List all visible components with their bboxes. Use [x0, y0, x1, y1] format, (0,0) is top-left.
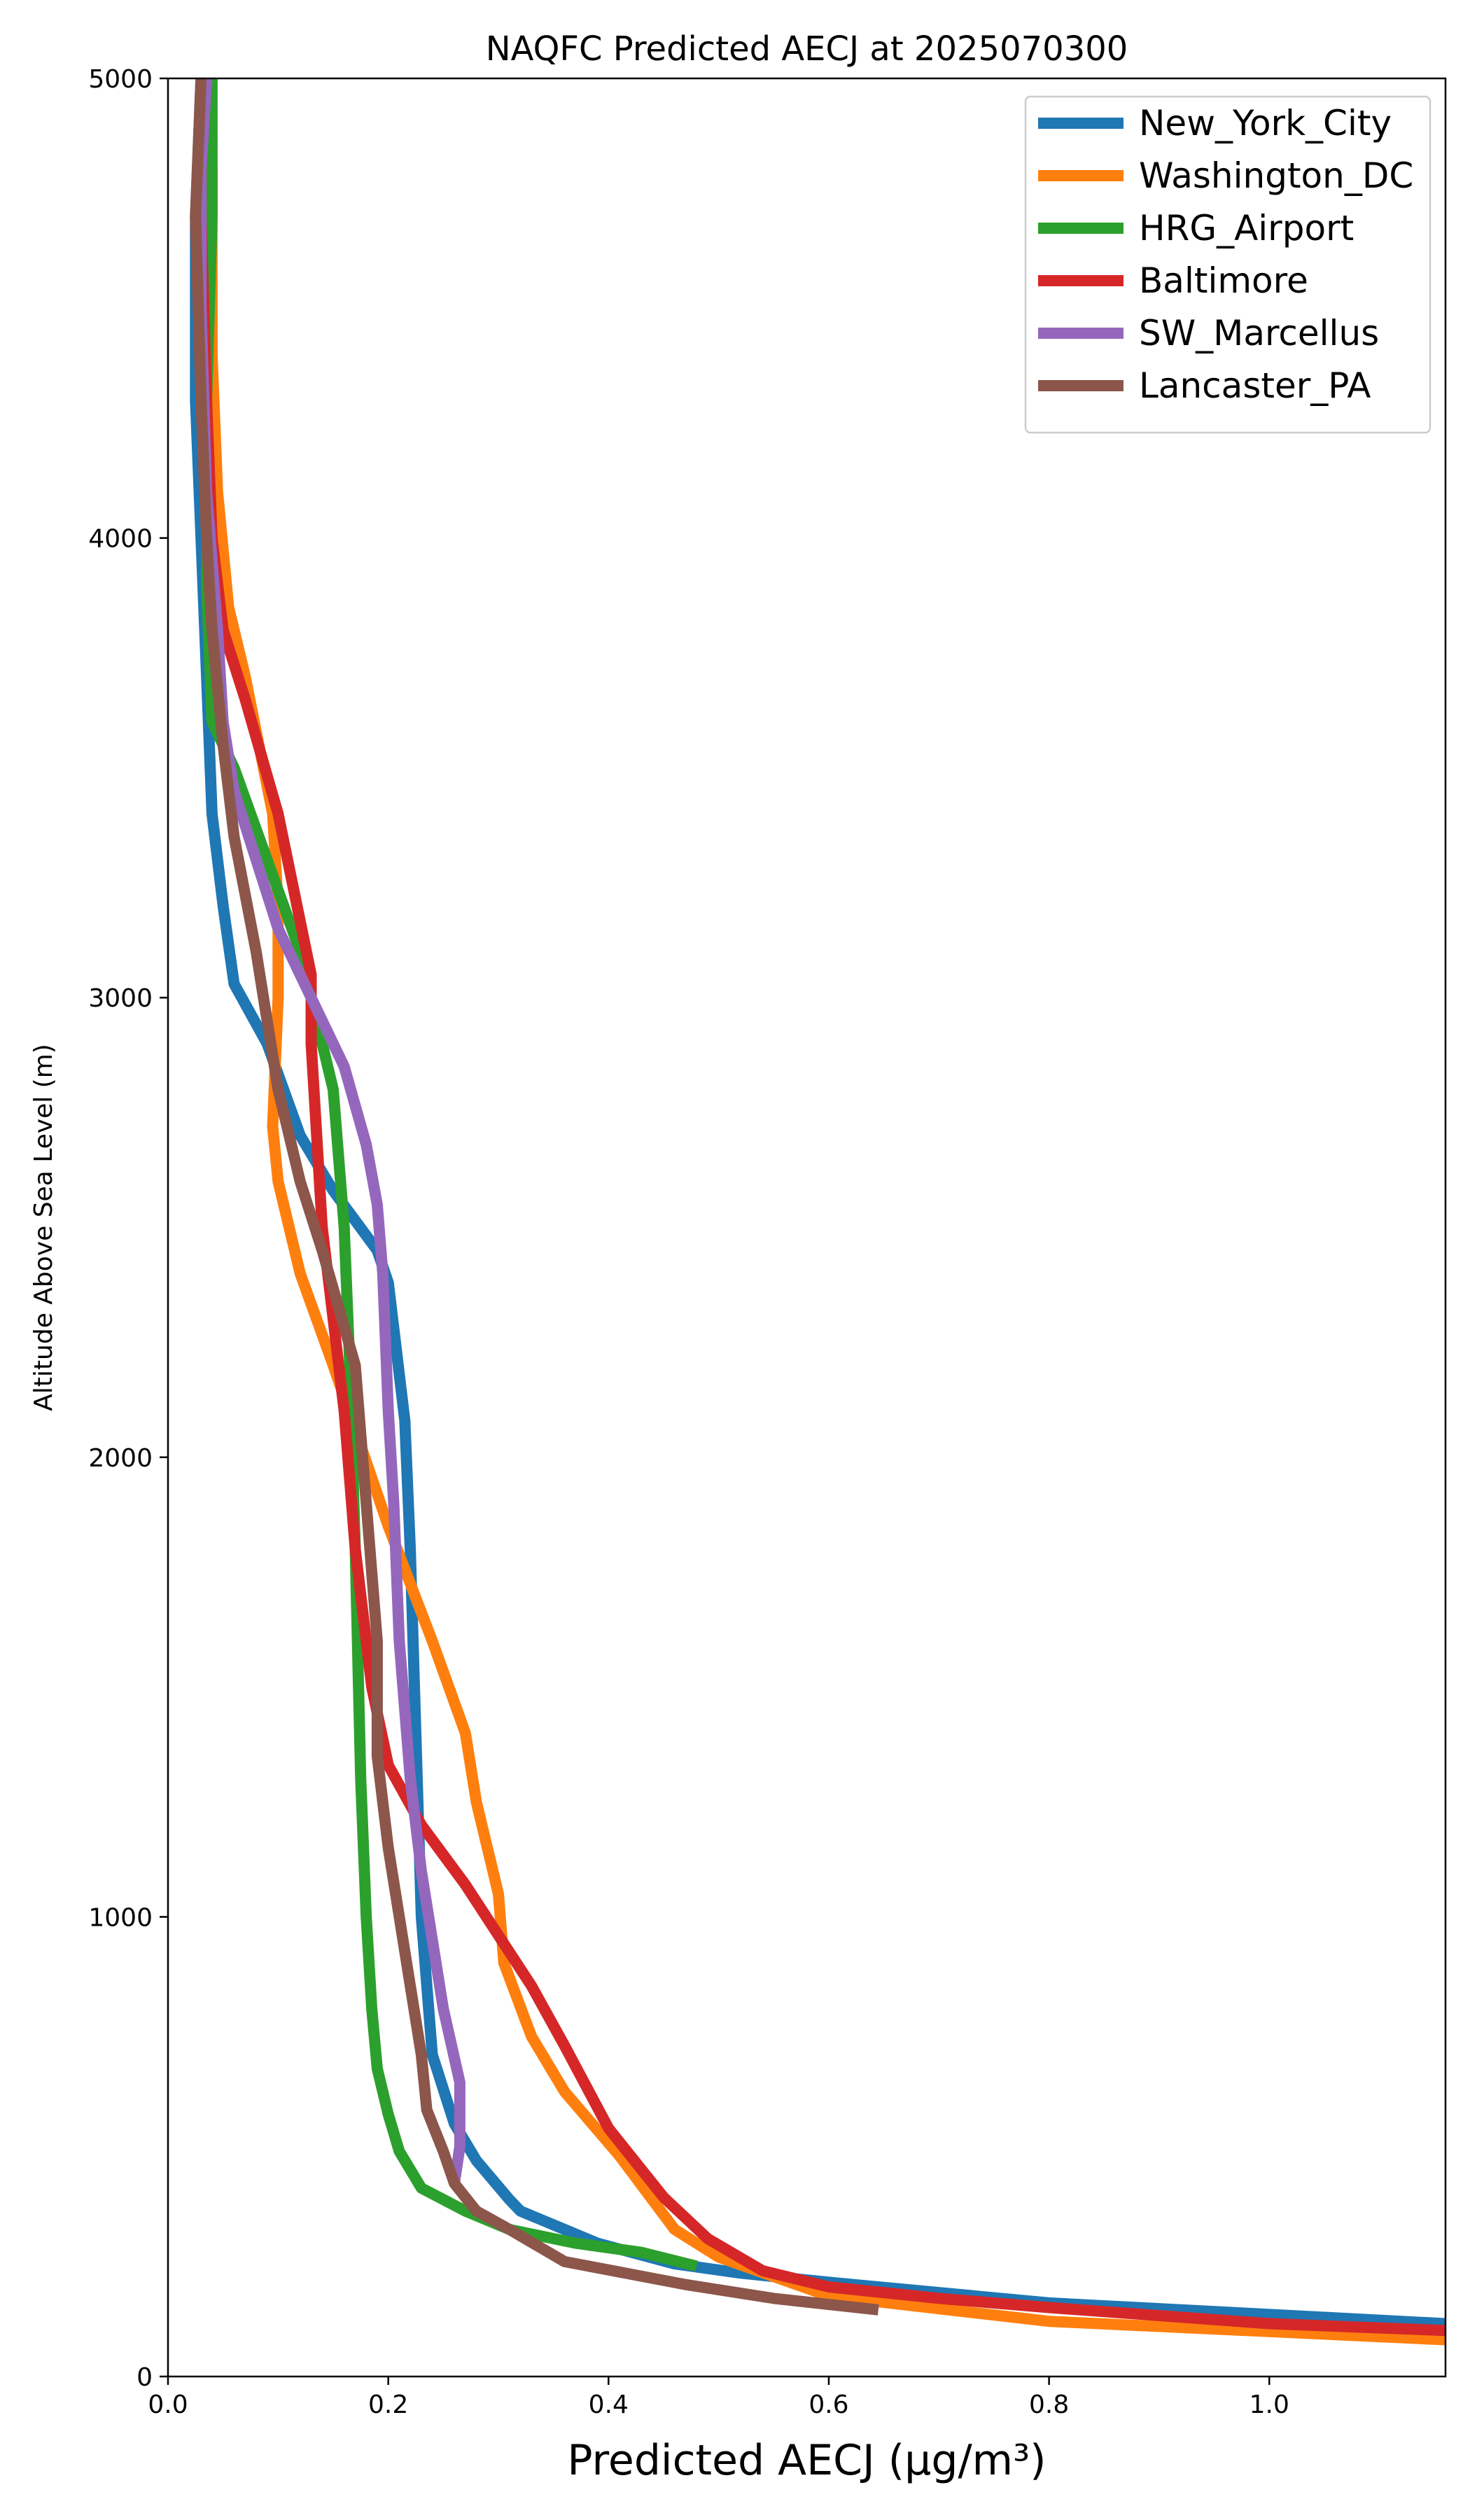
series-line-baltimore: [195, 78, 1446, 2337]
series-line-washington-dc: [201, 78, 1446, 2346]
legend-label: Washington_DC: [1139, 155, 1413, 196]
y-tick-label: 2000: [88, 1444, 153, 1473]
x-axis-label: Predicted AECJ (μg/m³): [567, 2436, 1046, 2485]
x-tick-label: 0.2: [368, 2390, 408, 2419]
series-line-lancaster-pa: [190, 78, 879, 2316]
x-tick-label: 0.8: [1029, 2390, 1069, 2419]
y-tick-label: 5000: [88, 65, 153, 94]
y-tick-label: 0: [136, 2363, 153, 2392]
legend-label: HRG_Airport: [1139, 208, 1354, 248]
series-layer: [190, 78, 1446, 2346]
x-tick-label: 0.6: [808, 2390, 848, 2419]
x-tick-label: 0.0: [148, 2390, 188, 2419]
legend-label: SW_Marcellus: [1139, 313, 1379, 354]
chart-title: NAQFC Predicted AECJ at 2025070300: [486, 29, 1128, 69]
y-axis: 0 1000 2000 3000 4000 5000: [88, 65, 168, 2392]
x-tick-label: 1.0: [1250, 2390, 1289, 2419]
legend-box: [1024, 95, 1432, 434]
x-tick-label: 0.4: [589, 2390, 629, 2419]
y-tick-label: 4000: [88, 525, 153, 554]
legend-label: New_York_City: [1139, 103, 1392, 144]
y-axis-label: Altitude Above Sea Level (m): [29, 1044, 58, 1411]
legend-label: Lancaster_PA: [1139, 365, 1371, 406]
legend-label: Baltimore: [1139, 260, 1308, 301]
x-axis: 0.0 0.2 0.4 0.6 0.8 1.0: [148, 2376, 1289, 2419]
plot-frame: [167, 77, 1447, 2378]
y-tick-label: 3000: [88, 984, 153, 1013]
legend: New_York_City Washington_DC HRG_Airport Bal…: [1024, 95, 1432, 434]
y-tick-label: 1000: [88, 1903, 153, 1932]
